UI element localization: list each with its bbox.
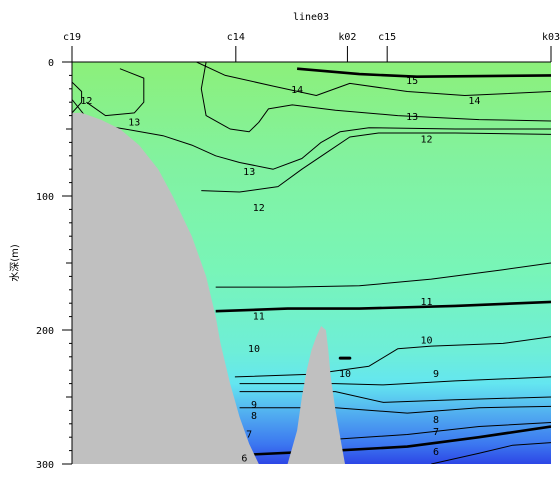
station-label: k03: [542, 32, 560, 43]
contour-label: 11: [420, 297, 432, 308]
isotherm-13: [72, 99, 551, 170]
station-label: c19: [63, 32, 81, 43]
contour-label: 14: [468, 96, 480, 107]
isotherm-4: [431, 442, 551, 464]
terrain-seamount: [287, 326, 345, 464]
isotherm-15: [296, 67, 551, 78]
contour-label: 14: [291, 85, 303, 96]
isotherm-14: [196, 62, 551, 96]
contour-label: 13: [243, 167, 255, 178]
contour-label: 13: [128, 117, 140, 128]
y-axis-label: 水深(m): [9, 244, 21, 282]
chart-title: line03: [293, 12, 329, 23]
station-label: k02: [338, 32, 356, 43]
contour-label: 12: [420, 135, 432, 146]
contour-label: 13: [406, 112, 418, 123]
isotherm-14: [86, 68, 145, 117]
isotherm-9: [239, 376, 551, 386]
contour-label: 8: [251, 411, 257, 422]
contour-label: 10: [339, 369, 351, 380]
station-label: c15: [378, 32, 396, 43]
station-label: c14: [227, 32, 245, 43]
isotherm-12: [72, 81, 83, 114]
isotherm-layer: [72, 62, 551, 464]
contour-label: 12: [253, 203, 265, 214]
depth-tick-label: 200: [36, 326, 54, 337]
station-axis: c19 c14 k02 c15 k03: [63, 32, 560, 62]
terrain-layer: [72, 112, 352, 464]
terrain-left-slope: [72, 112, 259, 464]
isotherm-12: [201, 132, 551, 193]
isotherm-10: [215, 300, 551, 313]
contour-label: 10: [248, 344, 260, 355]
depth-axis: 0 100 200 300: [36, 58, 72, 471]
contour-label: 6: [433, 447, 439, 458]
contour-label: 15: [406, 76, 418, 87]
contour-label: 7: [246, 430, 252, 441]
contour-label: 6: [241, 454, 247, 465]
isotherm-11: [215, 262, 551, 288]
depth-tick-label: 300: [36, 460, 54, 471]
contour-label: 12: [80, 96, 92, 107]
contour-label: 10: [420, 336, 432, 347]
contour-label: 9: [433, 369, 439, 380]
contour-label: 5: [428, 467, 434, 478]
contour-label: 11: [253, 312, 265, 323]
contour-label: 4: [534, 474, 540, 485]
contour-label: 9: [251, 400, 257, 411]
isotherm-13: [200, 62, 551, 133]
depth-tick-label: 0: [48, 58, 54, 69]
isotherm-6: [325, 422, 551, 441]
depth-tick-label: 100: [36, 192, 54, 203]
contour-label: 7: [433, 427, 439, 438]
contour-label: 8: [433, 415, 439, 426]
